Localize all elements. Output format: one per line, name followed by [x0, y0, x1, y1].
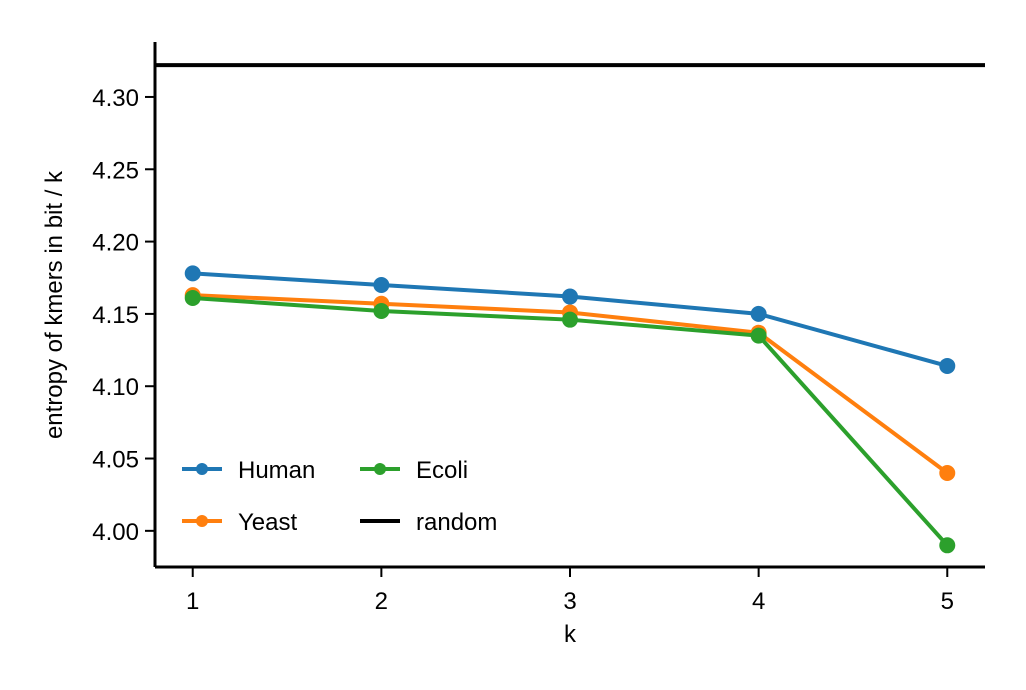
- data-point-ecoli: [184, 289, 201, 306]
- data-point-human: [562, 288, 578, 305]
- y-tick-label: 4.20: [92, 230, 139, 257]
- y-tick-label: 4.30: [92, 85, 139, 112]
- legend-label-random: random: [416, 509, 497, 536]
- legend-label-yeast: Yeast: [238, 509, 298, 536]
- data-point-human: [184, 265, 201, 282]
- x-axis-title: k: [564, 621, 577, 648]
- x-tick-label: 2: [375, 588, 388, 615]
- y-tick-label: 4.15: [92, 302, 139, 329]
- data-point-human: [939, 357, 956, 374]
- legend-label-human: Human: [238, 457, 315, 484]
- y-axis-title: entropy of kmers in bit / k: [41, 170, 68, 439]
- data-point-yeast: [939, 464, 956, 481]
- legend-marker-ecoli: [374, 463, 386, 475]
- data-point-ecoli: [939, 537, 956, 554]
- x-tick-label: 1: [186, 588, 199, 615]
- legend: Human Yeast Ecoli random: [182, 457, 497, 536]
- legend-label-ecoli: Ecoli: [416, 457, 468, 484]
- data-point-human: [750, 305, 767, 322]
- data-point-ecoli: [750, 327, 767, 344]
- x-tick-label: 3: [563, 588, 576, 615]
- legend-marker-yeast: [196, 515, 208, 527]
- y-tick-label: 4.10: [92, 374, 139, 401]
- y-tick-label: 4.25: [92, 157, 139, 184]
- x-tick-label: 4: [752, 588, 765, 615]
- legend-marker-human: [196, 463, 208, 475]
- y-tick-label: 4.05: [92, 447, 139, 474]
- data-point-human: [373, 276, 390, 293]
- plot-area: [155, 63, 985, 554]
- ticks: 1 2 3 4 5 4.00 4.05 4.10 4.15 4.20 4.25 4.30: [92, 85, 954, 615]
- y-tick-label: 4.00: [92, 519, 139, 546]
- x-tick-label: 5: [941, 588, 954, 615]
- data-point-ecoli: [373, 303, 390, 320]
- data-point-ecoli: [562, 311, 578, 328]
